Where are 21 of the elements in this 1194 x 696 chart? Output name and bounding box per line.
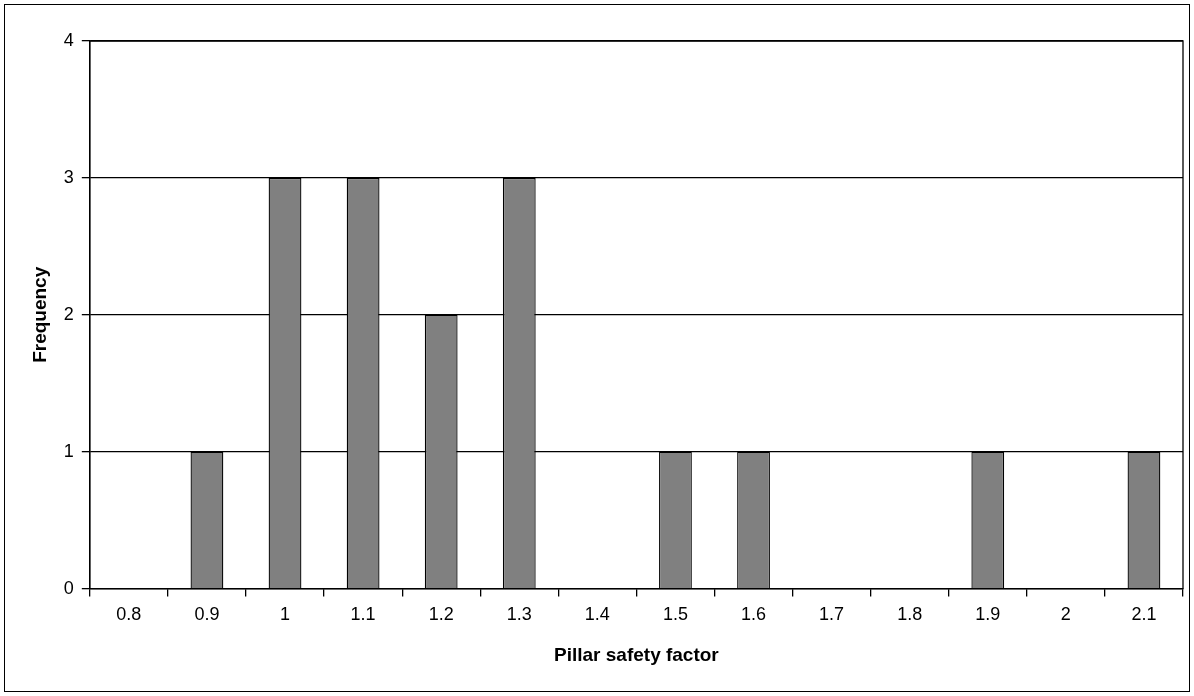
x-tick-label: 1.5 xyxy=(662,604,688,625)
x-tick-label: 0.8 xyxy=(116,604,142,625)
x-tick-label: 1.6 xyxy=(741,604,767,625)
x-tick-label: 1.3 xyxy=(506,604,532,625)
y-tick-label: 4 xyxy=(63,29,74,50)
x-tick-label: 2 xyxy=(1060,604,1071,625)
x-tick-label: 1.2 xyxy=(428,604,454,625)
x-tick-label: 1.8 xyxy=(897,604,923,625)
x-tick-label: 1.9 xyxy=(975,604,1001,625)
x-tick-label: 1 xyxy=(280,604,291,625)
y-tick-label: 1 xyxy=(63,440,74,461)
y-tick-label: 2 xyxy=(63,303,74,324)
x-axis-title: Pillar safety factor xyxy=(554,643,720,665)
x-tick-label: 1.7 xyxy=(819,604,845,625)
y-tick-label: 3 xyxy=(63,166,74,187)
x-tick-label: 1.4 xyxy=(584,604,610,625)
x-tick-label: 0.9 xyxy=(194,604,220,625)
y-tick-label: 0 xyxy=(63,577,74,598)
y-axis-title: Frequency xyxy=(28,266,50,363)
x-tick-label: 2.1 xyxy=(1131,604,1157,625)
x-tick-label: 1.1 xyxy=(350,604,376,625)
